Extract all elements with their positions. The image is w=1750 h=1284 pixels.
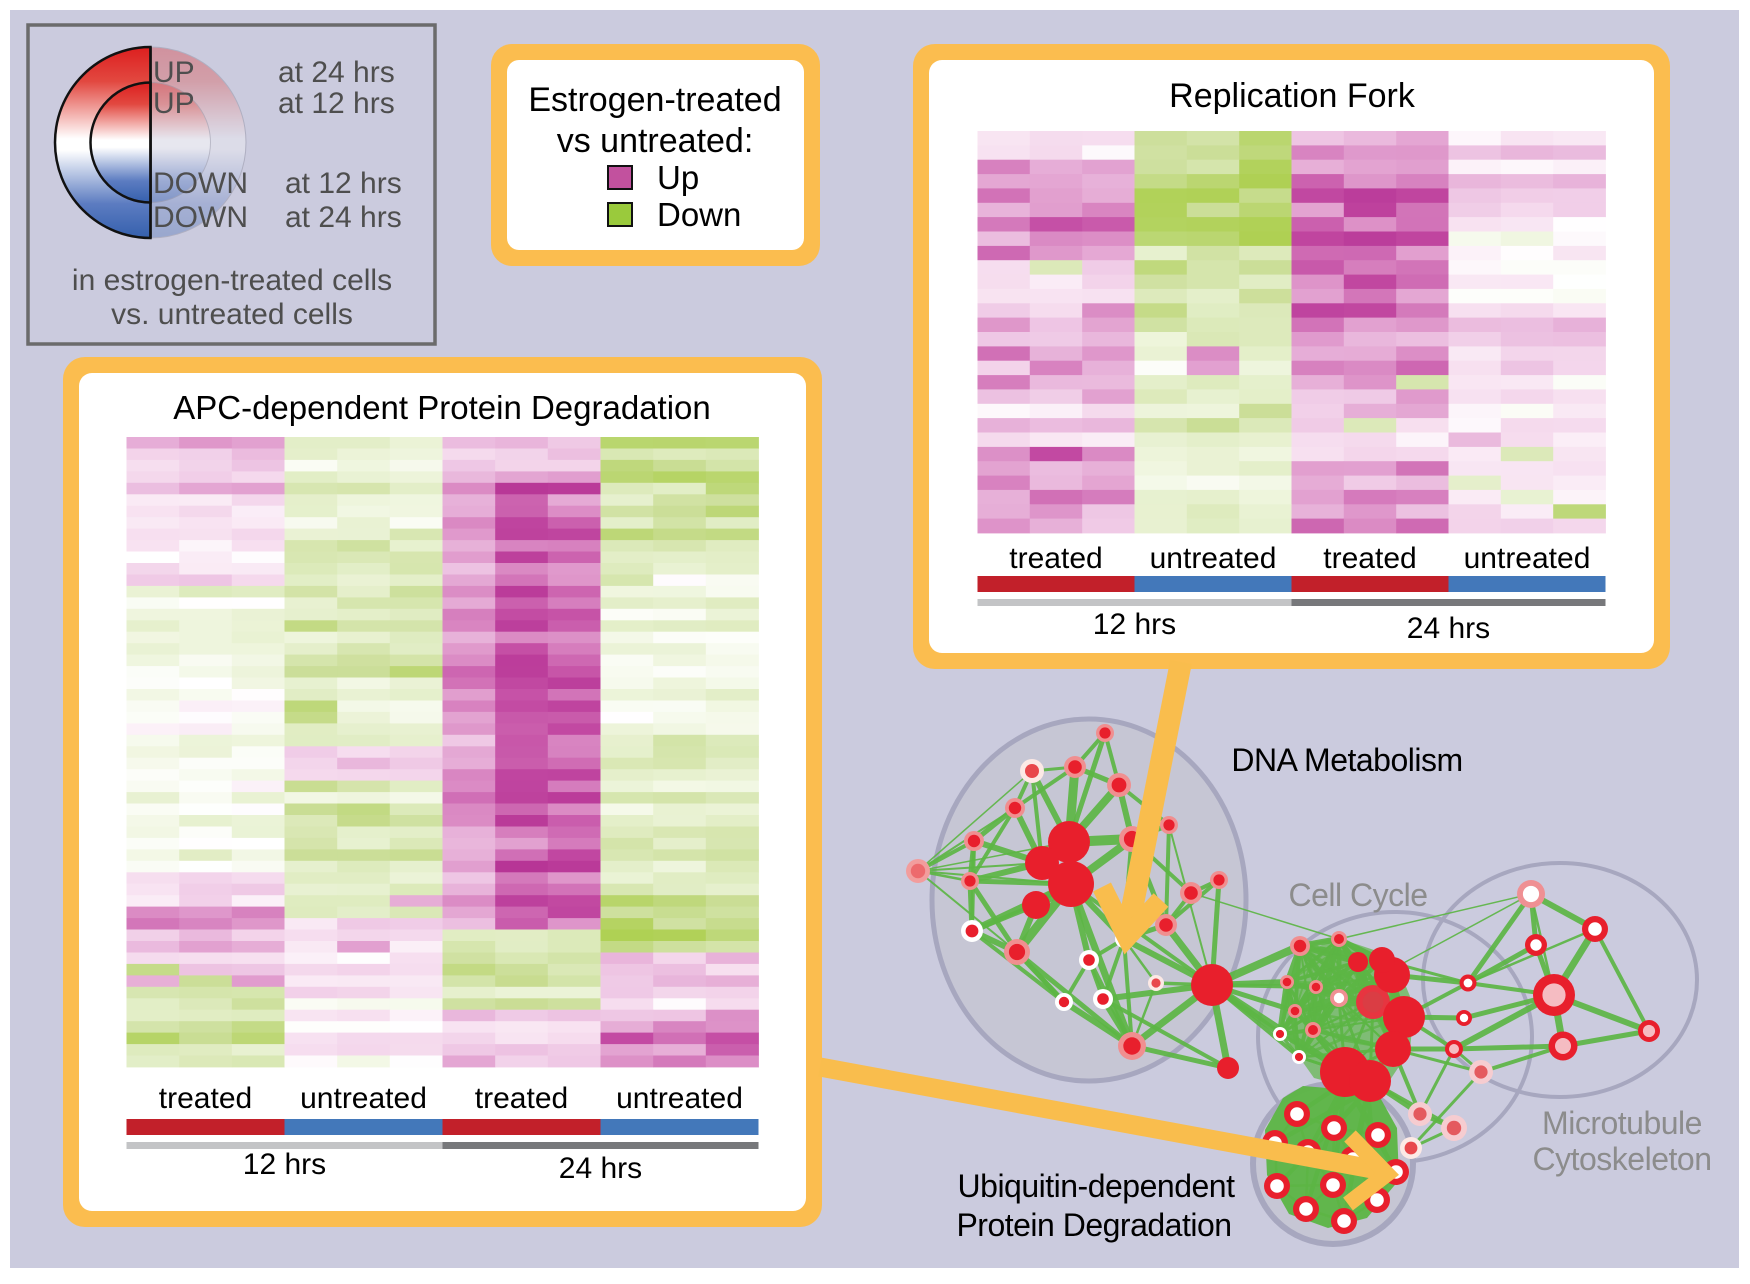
svg-text:treated: treated: [475, 1082, 568, 1115]
svg-text:at 24 hrs: at 24 hrs: [278, 56, 395, 89]
svg-text:vs untreated:: vs untreated:: [557, 122, 754, 160]
svg-text:12 hrs: 12 hrs: [1093, 608, 1176, 641]
svg-text:Cytoskeleton: Cytoskeleton: [1533, 1141, 1712, 1177]
svg-text:Up: Up: [657, 159, 699, 196]
svg-text:24 hrs: 24 hrs: [559, 1152, 642, 1185]
svg-text:24 hrs: 24 hrs: [1407, 612, 1490, 645]
svg-text:in estrogen-treated cells: in estrogen-treated cells: [72, 264, 392, 297]
svg-text:Cell Cycle: Cell Cycle: [1288, 877, 1427, 913]
svg-text:Replication Fork: Replication Fork: [1169, 77, 1416, 115]
svg-text:at 12 hrs: at 12 hrs: [278, 87, 395, 120]
svg-text:vs. untreated cells: vs. untreated cells: [111, 298, 353, 331]
svg-text:12 hrs: 12 hrs: [243, 1148, 326, 1181]
svg-text:at 24 hrs: at 24 hrs: [285, 201, 402, 234]
svg-text:Ubiquitin-dependent: Ubiquitin-dependent: [958, 1168, 1236, 1204]
svg-text:treated: treated: [159, 1082, 252, 1115]
svg-text:DOWN: DOWN: [153, 201, 248, 234]
svg-text:APC-dependent Protein Degradat: APC-dependent Protein Degradation: [173, 389, 711, 426]
svg-text:untreated: untreated: [300, 1082, 427, 1115]
svg-text:UP: UP: [153, 56, 195, 89]
svg-text:Protein Degradation: Protein Degradation: [956, 1207, 1231, 1243]
svg-text:Estrogen-treated: Estrogen-treated: [528, 81, 781, 119]
svg-text:untreated: untreated: [1464, 542, 1591, 575]
svg-text:Microtubule: Microtubule: [1542, 1105, 1702, 1141]
svg-text:treated: treated: [1009, 542, 1102, 575]
svg-text:untreated: untreated: [616, 1082, 743, 1115]
svg-text:UP: UP: [153, 87, 195, 120]
svg-text:at 12 hrs: at 12 hrs: [285, 167, 402, 200]
svg-text:untreated: untreated: [1150, 542, 1277, 575]
svg-text:treated: treated: [1323, 542, 1416, 575]
svg-text:DOWN: DOWN: [153, 167, 248, 200]
svg-text:DNA Metabolism: DNA Metabolism: [1231, 742, 1462, 778]
svg-text:Down: Down: [657, 196, 741, 233]
